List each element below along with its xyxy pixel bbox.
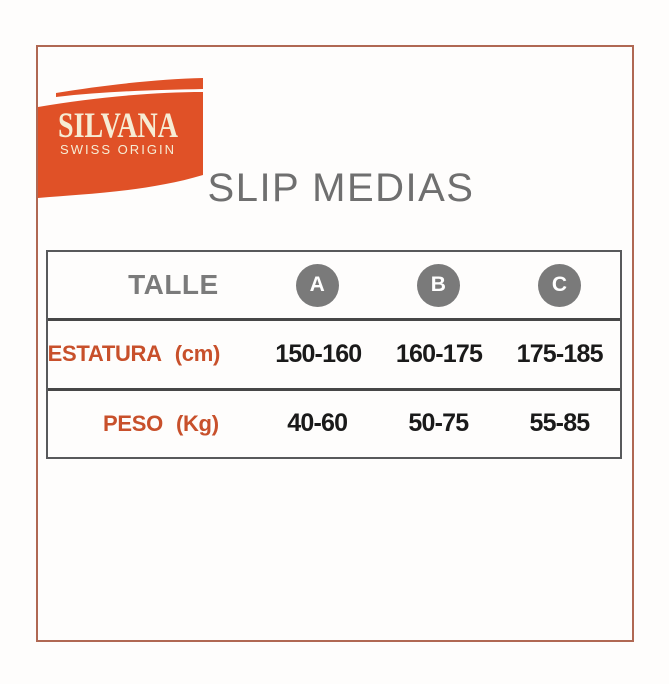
- peso-label: PESO: [103, 410, 163, 436]
- header-label-cell: TALLE: [48, 269, 257, 301]
- size-badge-a: A: [295, 263, 339, 307]
- peso-label-cell: PESO (Kg): [48, 411, 257, 437]
- page-title: SLIP MEDIAS: [207, 166, 475, 210]
- estatura-label: ESTATURA: [47, 341, 162, 367]
- estatura-label-cell: ESTATURA (cm): [48, 341, 258, 367]
- size-b-cell: B: [378, 263, 499, 307]
- estatura-value-c: 175-185: [516, 339, 604, 368]
- size-badge-c: C: [537, 263, 581, 307]
- silvana-logo: SILVANA SWISS ORIGIN: [38, 78, 203, 198]
- size-column-header: TALLE: [128, 269, 219, 301]
- size-badge-b: B: [416, 263, 460, 307]
- size-a-cell: A: [257, 263, 378, 307]
- estatura-unit: (cm): [174, 341, 221, 367]
- logo-banner-body: [38, 92, 203, 198]
- peso-value-b: 50-75: [408, 409, 469, 438]
- peso-value-a: 40-60: [287, 409, 348, 438]
- table-header-row: TALLE A B C: [48, 252, 620, 318]
- size-c-cell: C: [499, 263, 620, 307]
- logo-ribbon: [56, 78, 203, 97]
- peso-value-c: 55-85: [529, 409, 590, 438]
- table-row-estatura: ESTATURA (cm) 150-160 160-175 175-185: [48, 318, 620, 387]
- logo-tagline-text: SWISS ORIGIN: [60, 142, 176, 157]
- peso-unit: (Kg): [175, 410, 219, 436]
- size-table: TALLE A B C ESTATURA (cm) 150-160 160-17…: [46, 250, 622, 459]
- estatura-value-a: 150-160: [275, 339, 362, 368]
- table-row-peso: PESO (Kg) 40-60 50-75 55-85: [48, 387, 620, 457]
- logo-brand-text: SILVANA: [58, 105, 178, 145]
- estatura-value-b: 160-175: [395, 339, 483, 368]
